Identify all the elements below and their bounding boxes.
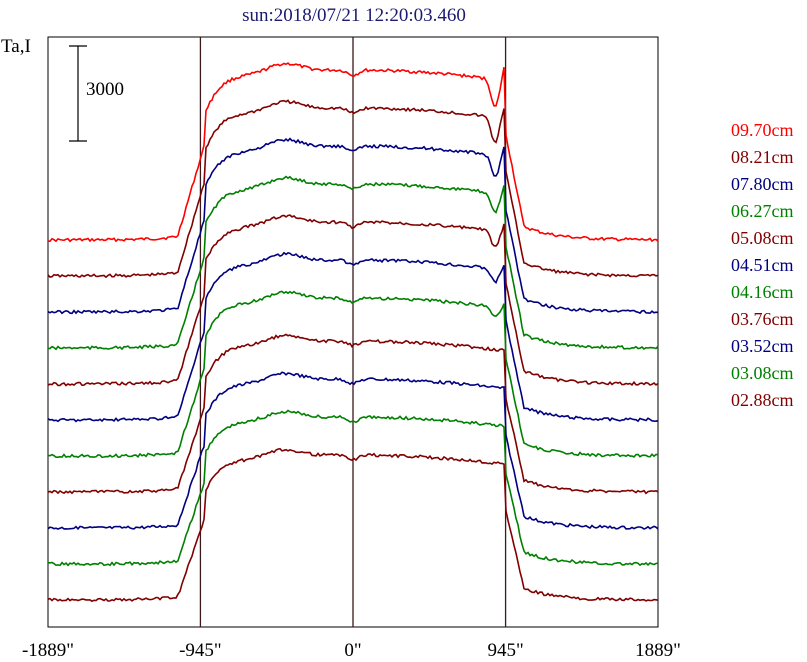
chart-title: sun:2018/07/21 12:20:03.460 xyxy=(242,5,466,26)
series-line-03.08cm xyxy=(47,409,659,567)
x-tick-label: -945" xyxy=(179,640,222,661)
x-tick-label: 0" xyxy=(344,640,361,661)
series-line-04.51cm xyxy=(47,251,659,423)
series-line-04.16cm xyxy=(47,290,659,459)
legend: 09.70cm 08.21cm 07.80cm 06.27cm 05.08cm 04.51… xyxy=(731,120,794,410)
y-axis-label: Ta,I xyxy=(1,36,31,57)
series-line-09.70cm xyxy=(47,62,659,243)
series-line-03.52cm xyxy=(47,371,659,531)
legend-entry: 04.16cm xyxy=(731,282,794,302)
scale-bar-label: 3000 xyxy=(86,79,124,100)
x-tick-labels: -1889" -945" 0" 945" 1889" xyxy=(22,640,681,661)
x-tick-label: -1889" xyxy=(22,640,74,661)
legend-entry: 09.70cm xyxy=(731,120,794,140)
legend-entry: 07.80cm xyxy=(731,174,794,194)
legend-entry: 03.76cm xyxy=(731,309,794,329)
vertical-markers xyxy=(199,37,507,627)
legend-entry: 04.51cm xyxy=(731,255,794,275)
series-line-07.80cm xyxy=(47,137,659,315)
legend-entry: 06.27cm xyxy=(731,201,794,221)
series-line-05.08cm xyxy=(47,214,659,387)
series-line-08.21cm xyxy=(47,99,659,279)
scale-bar: 3000 xyxy=(69,45,124,142)
legend-entry: 02.88cm xyxy=(731,390,794,410)
series-traces xyxy=(47,62,659,603)
legend-entry: 08.21cm xyxy=(731,147,794,167)
series-line-03.76cm xyxy=(47,333,659,495)
legend-entry: 03.52cm xyxy=(731,336,794,356)
x-tick-label: 945" xyxy=(487,640,523,661)
series-line-06.27cm xyxy=(47,175,659,351)
x-tick-label: 1889" xyxy=(635,640,681,661)
legend-entry: 05.08cm xyxy=(731,228,794,248)
series-line-02.88cm xyxy=(47,447,659,603)
legend-entry: 03.08cm xyxy=(731,363,794,383)
